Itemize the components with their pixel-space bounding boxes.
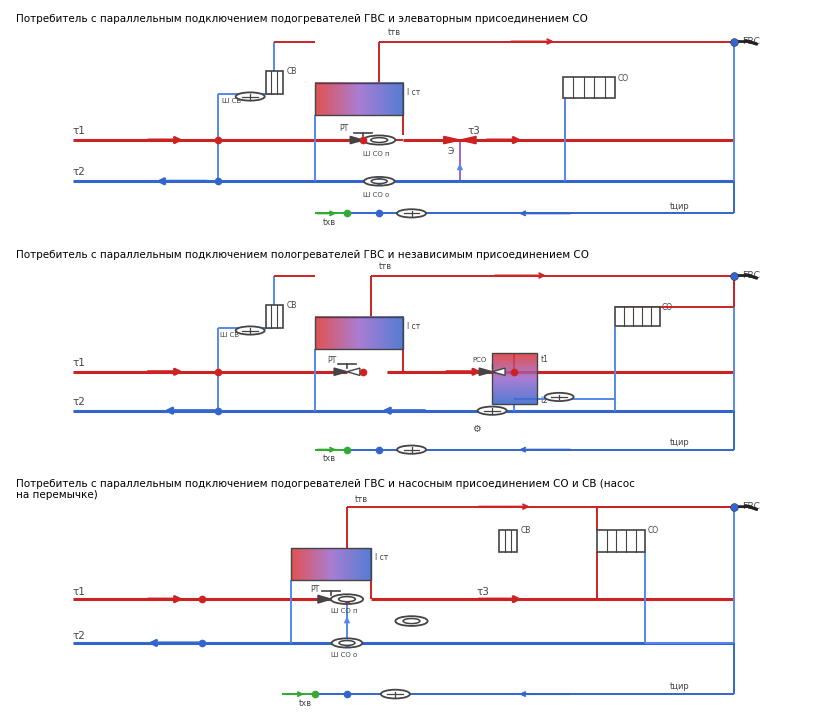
Text: ГВС: ГВС bbox=[742, 502, 760, 511]
Polygon shape bbox=[334, 368, 347, 375]
Text: СВ: СВ bbox=[286, 67, 297, 76]
Text: СО: СО bbox=[617, 74, 628, 82]
Text: τ1: τ1 bbox=[72, 357, 86, 367]
Bar bbox=[314, 83, 403, 115]
Text: ГВС: ГВС bbox=[742, 271, 760, 280]
Bar bbox=[291, 548, 371, 580]
Text: tхв: tхв bbox=[299, 700, 312, 708]
Bar bbox=[266, 72, 283, 95]
Circle shape bbox=[338, 596, 356, 601]
Text: tцир: tцир bbox=[670, 438, 690, 448]
Text: Ш СО п: Ш СО п bbox=[363, 151, 389, 157]
Text: РТ: РТ bbox=[310, 585, 319, 594]
Polygon shape bbox=[492, 368, 505, 375]
Text: τ1: τ1 bbox=[72, 587, 86, 597]
Circle shape bbox=[545, 393, 574, 401]
Text: τ3: τ3 bbox=[476, 587, 489, 597]
Bar bbox=[563, 77, 615, 97]
Bar bbox=[615, 307, 659, 326]
Text: tтв: tтв bbox=[379, 262, 393, 271]
Text: СО: СО bbox=[662, 303, 672, 312]
Circle shape bbox=[477, 407, 507, 415]
Circle shape bbox=[397, 445, 426, 454]
Text: t2: t2 bbox=[541, 396, 548, 405]
Circle shape bbox=[381, 690, 410, 699]
Text: ГВС: ГВС bbox=[742, 37, 760, 46]
Text: РТ: РТ bbox=[327, 356, 336, 364]
Text: Ш СО п: Ш СО п bbox=[331, 609, 357, 614]
Circle shape bbox=[364, 177, 394, 185]
Circle shape bbox=[332, 639, 362, 647]
Circle shape bbox=[395, 616, 428, 626]
Circle shape bbox=[235, 326, 265, 334]
Text: Э: Э bbox=[448, 147, 454, 156]
Circle shape bbox=[371, 137, 388, 142]
Text: РТ: РТ bbox=[339, 124, 348, 133]
Circle shape bbox=[235, 92, 265, 101]
Polygon shape bbox=[318, 595, 331, 603]
Polygon shape bbox=[479, 368, 492, 375]
Text: ⚙: ⚙ bbox=[472, 424, 481, 434]
Text: I ст: I ст bbox=[407, 88, 421, 97]
Polygon shape bbox=[331, 595, 344, 603]
Text: tцир: tцир bbox=[670, 682, 690, 691]
Text: t1: t1 bbox=[541, 354, 548, 364]
Text: СО: СО bbox=[648, 526, 659, 536]
Text: τ2: τ2 bbox=[72, 397, 86, 407]
Text: Ш СО о: Ш СО о bbox=[363, 192, 389, 198]
Text: I ст: I ст bbox=[407, 322, 421, 331]
Text: τ3: τ3 bbox=[468, 126, 481, 136]
Text: Ш СВ: Ш СВ bbox=[220, 332, 239, 338]
Text: I ст: I ст bbox=[375, 553, 388, 562]
Circle shape bbox=[397, 209, 426, 218]
Text: tцир: tцир bbox=[670, 202, 690, 211]
Text: Потребитель с параллельным подключением пологревателей ГВС и независимым присоед: Потребитель с параллельным подключением … bbox=[16, 251, 589, 261]
Circle shape bbox=[331, 594, 363, 604]
Text: tхв: tхв bbox=[323, 455, 336, 463]
Text: Потребитель с параллельным подключением подогревателей ГВС и насосным присоедине: Потребитель с параллельным подключением … bbox=[16, 478, 635, 500]
Polygon shape bbox=[351, 136, 363, 144]
Bar bbox=[500, 530, 517, 551]
Circle shape bbox=[403, 619, 420, 624]
Text: tхв: tхв bbox=[323, 218, 336, 227]
Bar bbox=[314, 316, 403, 349]
Polygon shape bbox=[363, 136, 376, 144]
Text: РСО: РСО bbox=[472, 357, 486, 363]
Text: tтв: tтв bbox=[388, 28, 401, 37]
Text: Ш СВ: Ш СВ bbox=[222, 98, 241, 104]
Polygon shape bbox=[444, 136, 460, 144]
Polygon shape bbox=[347, 368, 360, 375]
Text: τ2: τ2 bbox=[72, 167, 86, 177]
Text: tтв: tтв bbox=[355, 495, 368, 504]
Polygon shape bbox=[460, 136, 476, 144]
Bar bbox=[597, 530, 645, 551]
Text: СВ: СВ bbox=[286, 301, 297, 310]
Text: Потребитель с параллельным подключением подогревателей ГВС и элеваторным присоед: Потребитель с параллельным подключением … bbox=[16, 14, 588, 24]
Circle shape bbox=[339, 641, 355, 645]
Bar bbox=[266, 305, 283, 328]
Text: τ1: τ1 bbox=[72, 126, 86, 136]
Text: СВ: СВ bbox=[520, 526, 531, 536]
Circle shape bbox=[363, 135, 395, 145]
Text: τ2: τ2 bbox=[72, 631, 86, 641]
Circle shape bbox=[371, 179, 387, 183]
Bar bbox=[492, 354, 537, 404]
Text: Ш СО о: Ш СО о bbox=[331, 652, 357, 658]
